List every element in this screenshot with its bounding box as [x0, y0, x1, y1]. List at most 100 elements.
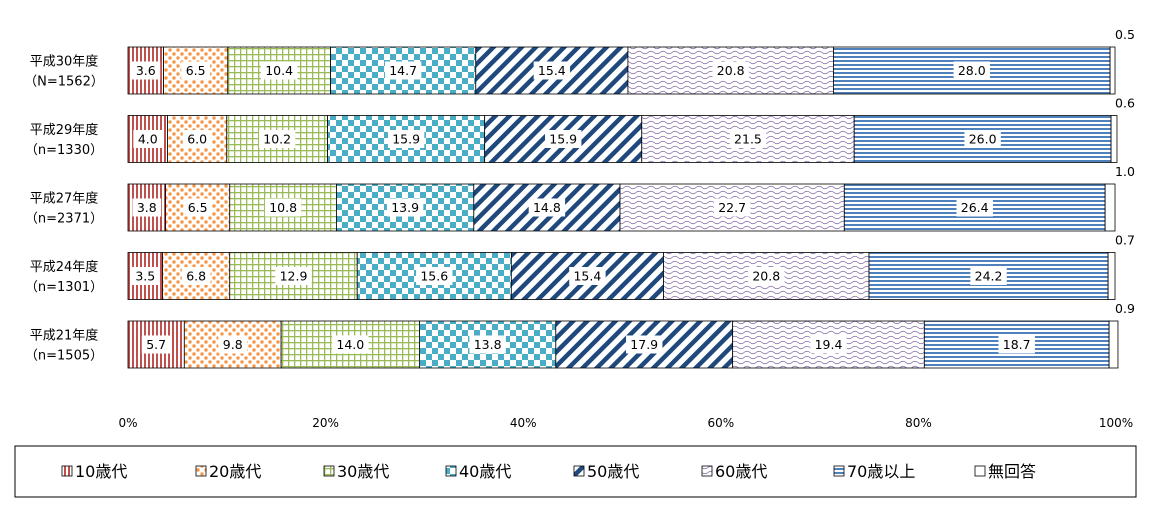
data-label: 5.7 [146, 337, 166, 352]
data-label-bg [130, 267, 160, 285]
x-axis-ticks-group: 0% 20% 40% 60% 80% 100% [118, 416, 1133, 430]
data-label-bg [970, 267, 1007, 285]
x-tick-label: 100% [1099, 416, 1133, 430]
legend-swatch [573, 465, 585, 477]
data-label: 24.2 [975, 269, 1003, 284]
legend-label: 20歳代 [209, 462, 261, 481]
data-label: 6.0 [187, 132, 207, 147]
data-label-bg [386, 198, 424, 217]
data-label: 14.0 [336, 337, 364, 352]
category-label: 平成30年度 [30, 54, 99, 70]
data-label-bg [533, 61, 571, 80]
data-label-bg [469, 335, 506, 354]
data-label: 3.5 [135, 269, 155, 284]
data-label: 3.6 [136, 63, 156, 78]
x-tick-label: 20% [312, 416, 339, 430]
legend-label: 無回答 [988, 462, 1036, 481]
data-label-bg [181, 267, 211, 285]
data-label-bg [729, 130, 767, 148]
data-label: 26.0 [969, 132, 997, 147]
bar-segment [163, 46, 229, 95]
data-label: 15.9 [392, 132, 420, 147]
data-label-bg [953, 61, 990, 80]
category-label: 平成27年度 [30, 191, 99, 207]
data-label: 9.8 [223, 337, 243, 352]
bar-row: 3.8 6.5 10.8 13.9 14.8 22.7 26.4 1.0 [127, 164, 1135, 232]
bar-row: 5.7 9.8 14.0 13.8 17.9 19.4 18.7 0.9 [127, 301, 1135, 369]
data-label-bg [275, 267, 312, 285]
data-label-bg [545, 130, 582, 148]
data-label: 10.2 [263, 132, 291, 147]
data-label-bg [182, 130, 212, 148]
data-label: 14.7 [389, 63, 417, 78]
data-label-bg [181, 61, 211, 80]
category-label: 平成21年度 [30, 328, 99, 344]
data-label: 10.8 [269, 200, 297, 215]
data-label-bg [964, 130, 1001, 148]
bar-segment [1107, 252, 1116, 300]
data-label: 0.5 [1115, 27, 1135, 42]
data-label: 6.8 [186, 269, 206, 284]
legend: 10歳代 20歳代 30歳代 40歳代 50歳代 60歳代 70歳以上 無回答 [14, 445, 1137, 498]
data-label-bg [131, 61, 161, 80]
x-tick-label: 80% [905, 416, 932, 430]
data-label: 10.4 [265, 63, 293, 78]
data-label-bg [998, 335, 1035, 354]
legend-label: 30歳代 [337, 462, 389, 481]
category-sample-size: （n=2371） [25, 212, 103, 227]
data-label: 28.0 [958, 63, 986, 78]
bar-segment [1110, 115, 1118, 163]
bar-segment [356, 252, 512, 300]
data-label: 21.5 [734, 132, 762, 147]
legend-swatch [61, 465, 73, 477]
data-label: 14.8 [533, 200, 561, 215]
legend-swatch [445, 465, 457, 477]
data-label-bg [258, 130, 296, 148]
data-label: 0.6 [1115, 96, 1135, 111]
legend-swatch [701, 465, 713, 477]
legend-label: 10歳代 [75, 462, 127, 481]
data-label: 22.7 [718, 200, 746, 215]
data-label-bg [810, 335, 847, 354]
data-label-bg [387, 130, 425, 148]
data-label-bg [332, 335, 369, 354]
data-label-bg [260, 61, 298, 80]
data-label: 15.4 [538, 63, 566, 78]
bar-row: 3.5 6.8 12.9 15.6 15.4 20.8 24.2 0.7 [127, 233, 1135, 300]
data-label: 20.8 [752, 269, 780, 284]
data-label: 6.5 [186, 63, 206, 78]
legend-swatch [323, 465, 335, 477]
data-label-bg [748, 267, 785, 285]
data-label: 4.0 [138, 132, 158, 147]
legend-swatch [833, 465, 845, 477]
data-label: 15.9 [549, 132, 577, 147]
data-label-bg [132, 198, 162, 217]
data-label-bg [956, 198, 993, 217]
data-label-bg [264, 198, 302, 217]
data-label: 0.7 [1115, 233, 1135, 248]
bar-segment [484, 115, 643, 163]
data-label-bg [712, 61, 749, 80]
data-label-bg [569, 267, 606, 285]
data-label: 3.8 [137, 200, 157, 215]
data-label: 0.9 [1115, 301, 1135, 316]
bar-row: 3.6 6.5 10.4 14.7 15.4 20.8 28.0 0.5 [127, 27, 1135, 95]
data-label: 1.0 [1115, 164, 1135, 179]
data-label-bg [218, 335, 248, 354]
data-label-bg [626, 335, 663, 354]
legend-label: 70歳以上 [847, 462, 915, 481]
data-label-bg [384, 61, 422, 80]
data-label: 19.4 [815, 337, 843, 352]
data-label: 13.9 [391, 200, 419, 215]
data-label-bg [183, 198, 213, 217]
category-label: 平成29年度 [30, 122, 99, 138]
bar-segment [1109, 46, 1116, 95]
x-tick-label: 40% [510, 416, 537, 430]
x-tick-label: 60% [707, 416, 734, 430]
data-label-bg [713, 198, 751, 217]
category-sample-size: （N=1562） [24, 75, 104, 90]
data-label: 26.4 [961, 200, 989, 215]
data-label-bg [416, 267, 453, 285]
data-label-bg [528, 198, 566, 217]
